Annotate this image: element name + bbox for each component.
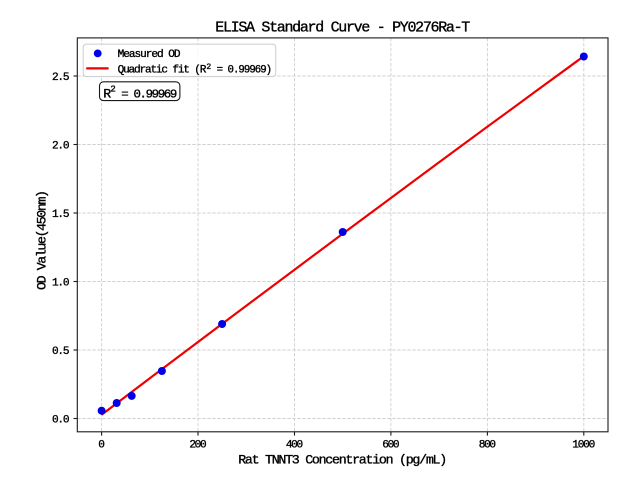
svg-text:= 0.99969: = 0.99969 (121, 87, 177, 101)
svg-text:0.5: 0.5 (52, 346, 70, 358)
svg-text:1.5: 1.5 (52, 209, 70, 221)
svg-text:OD Value(450nm): OD Value(450nm) (35, 190, 50, 290)
svg-text:400: 400 (286, 440, 303, 452)
svg-text:2.5: 2.5 (52, 72, 70, 84)
svg-text:1.0: 1.0 (52, 277, 70, 289)
svg-text:Quadratic fit (R: Quadratic fit (R (118, 64, 207, 76)
svg-text:2: 2 (110, 84, 115, 94)
svg-text:0: 0 (98, 440, 105, 452)
svg-text:2.0: 2.0 (52, 140, 70, 152)
svg-text:2: 2 (206, 63, 211, 72)
svg-text:ELISA Standard Curve - PY0276R: ELISA Standard Curve - PY0276Ra-T (215, 19, 470, 36)
svg-text:Rat TNNT3 Concentration (pg/mL: Rat TNNT3 Concentration (pg/mL) (238, 452, 447, 467)
svg-text:800: 800 (479, 440, 496, 452)
svg-text:600: 600 (382, 440, 399, 452)
svg-text:1000: 1000 (572, 440, 595, 452)
svg-text:Measured OD: Measured OD (118, 49, 181, 61)
svg-text:R: R (103, 86, 111, 101)
svg-text:= 0.99969): = 0.99969) (217, 64, 273, 76)
svg-text:0.0: 0.0 (52, 414, 70, 426)
svg-text:200: 200 (189, 440, 206, 452)
